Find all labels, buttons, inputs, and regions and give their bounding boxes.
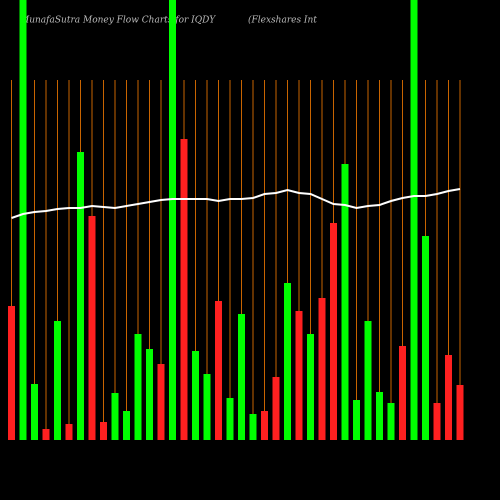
chart-subtitle: (Flexshares Int bbox=[248, 15, 317, 26]
bar bbox=[433, 403, 441, 440]
money-flow-line bbox=[11, 188, 461, 219]
bar bbox=[88, 216, 96, 440]
bar bbox=[19, 0, 27, 440]
bar bbox=[318, 298, 326, 440]
bar bbox=[65, 424, 73, 440]
bar bbox=[249, 414, 257, 440]
bar bbox=[157, 364, 165, 440]
bar bbox=[123, 411, 130, 440]
bar bbox=[169, 0, 176, 440]
bar bbox=[100, 422, 107, 440]
bar bbox=[77, 152, 84, 440]
bar bbox=[203, 374, 211, 440]
bar bbox=[215, 301, 222, 440]
bar bbox=[376, 392, 383, 440]
bar bbox=[456, 385, 464, 440]
bar bbox=[261, 411, 268, 440]
bar bbox=[445, 355, 452, 440]
bar bbox=[54, 321, 61, 440]
bar bbox=[238, 314, 245, 440]
bar bbox=[422, 236, 429, 440]
bar bbox=[272, 377, 280, 440]
bar bbox=[284, 283, 291, 440]
bar bbox=[353, 400, 360, 440]
bar bbox=[387, 403, 395, 440]
bar bbox=[307, 334, 314, 440]
bar bbox=[364, 321, 372, 440]
bar bbox=[192, 351, 199, 440]
bar bbox=[226, 398, 234, 440]
bar bbox=[330, 223, 337, 440]
bar bbox=[8, 306, 15, 440]
bar bbox=[399, 346, 406, 440]
bar bbox=[134, 334, 142, 440]
bar bbox=[295, 311, 303, 440]
bar bbox=[31, 384, 38, 440]
bar bbox=[341, 164, 349, 440]
bar bbox=[111, 393, 119, 440]
bar bbox=[410, 0, 418, 440]
bar bbox=[146, 349, 153, 440]
bar bbox=[180, 139, 188, 440]
chart-title: MunafaSutra Money Flow Charts for IQDY bbox=[19, 16, 216, 26]
bar bbox=[42, 429, 50, 440]
